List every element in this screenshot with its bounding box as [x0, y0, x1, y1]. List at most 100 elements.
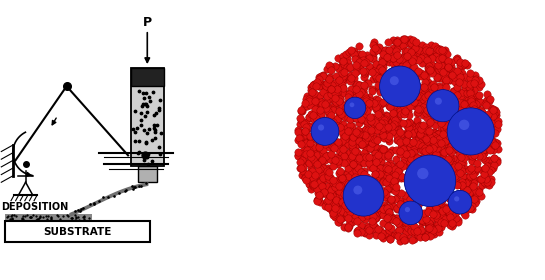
Point [430, 64, 439, 69]
Point [351, 138, 360, 143]
Point [360, 83, 368, 87]
Point [467, 153, 476, 158]
Point [317, 102, 326, 106]
Point [415, 234, 424, 239]
Point [463, 97, 471, 101]
Point [306, 135, 315, 140]
Point [347, 140, 356, 144]
Point [389, 61, 398, 65]
Point [379, 146, 388, 151]
Point [343, 213, 352, 217]
Point [144, 162, 153, 167]
Point [402, 230, 411, 235]
Point [480, 102, 489, 106]
Point [297, 109, 306, 113]
Point [404, 226, 413, 230]
Point [429, 84, 438, 89]
Point [420, 80, 429, 84]
Point [374, 174, 383, 178]
Point [385, 210, 394, 214]
Point [137, 103, 146, 108]
Point [356, 55, 365, 59]
Point [365, 142, 374, 147]
Point [360, 69, 369, 73]
Point [395, 106, 404, 111]
Point [365, 64, 373, 68]
Point [378, 59, 387, 64]
Point [422, 103, 431, 107]
Point [371, 150, 380, 155]
Point [398, 121, 407, 125]
Point [438, 66, 446, 70]
Point [378, 101, 387, 106]
Point [376, 90, 385, 95]
Point [376, 66, 385, 70]
Point [348, 167, 356, 172]
Point [432, 76, 441, 80]
Point [428, 55, 437, 60]
Point [388, 216, 397, 221]
Point [296, 107, 305, 112]
Point [424, 66, 433, 70]
Point [349, 148, 358, 152]
Point [300, 122, 308, 126]
Point [391, 185, 400, 189]
Point [390, 173, 399, 178]
Point [407, 141, 415, 145]
Point [437, 67, 446, 71]
Point [332, 191, 341, 196]
Point [393, 47, 402, 52]
Point [361, 112, 370, 116]
Point [352, 150, 361, 154]
Point [385, 60, 393, 64]
Point [388, 204, 397, 208]
Point [433, 226, 442, 231]
Point [447, 206, 456, 211]
Point [347, 50, 356, 54]
Point [397, 65, 405, 70]
Point [386, 196, 395, 201]
Point [429, 211, 438, 216]
Point [367, 127, 376, 132]
Point [347, 73, 356, 78]
Point [369, 43, 378, 48]
Point [467, 166, 475, 170]
Point [486, 147, 494, 152]
Point [305, 115, 313, 119]
Point [307, 155, 316, 160]
Point [432, 146, 441, 150]
Point [363, 213, 372, 217]
Point [431, 213, 440, 217]
Point [414, 102, 423, 106]
Point [374, 87, 383, 91]
Point [390, 61, 399, 66]
Point [399, 219, 408, 223]
Point [382, 166, 390, 170]
Point [441, 141, 450, 146]
Point [371, 172, 380, 177]
Point [327, 104, 336, 109]
Point [322, 202, 330, 206]
Point [396, 226, 405, 231]
Point [448, 167, 457, 172]
Point [434, 220, 443, 224]
Point [399, 109, 408, 114]
Point [326, 174, 335, 179]
Point [457, 183, 465, 188]
Point [396, 176, 405, 181]
Point [343, 175, 352, 179]
Point [343, 95, 352, 99]
Circle shape [448, 190, 472, 214]
Point [438, 211, 447, 216]
Point [130, 108, 139, 113]
Point [468, 204, 477, 208]
Point [481, 166, 489, 170]
Point [433, 117, 441, 122]
Point [377, 149, 386, 153]
Point [362, 154, 371, 158]
Point [415, 94, 424, 98]
Point [339, 197, 348, 202]
Point [339, 79, 348, 83]
Point [439, 70, 447, 75]
Point [342, 151, 351, 156]
